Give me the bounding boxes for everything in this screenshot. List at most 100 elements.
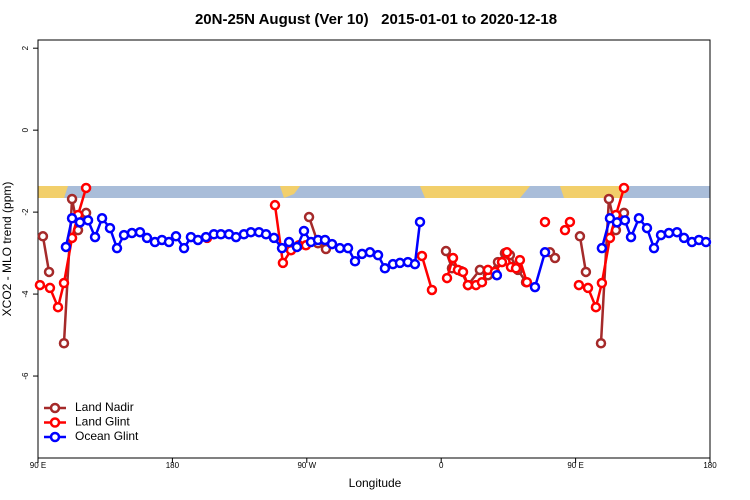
data-point — [298, 225, 310, 237]
data-point — [291, 241, 303, 253]
data-point — [58, 277, 70, 289]
legend-marker — [49, 417, 61, 428]
data-point — [663, 227, 675, 239]
data-point — [440, 245, 452, 257]
data-point — [573, 279, 585, 291]
data-point — [671, 226, 683, 238]
data-point — [260, 228, 272, 240]
data-point — [66, 193, 78, 205]
data-point — [215, 228, 227, 240]
data-point — [457, 266, 469, 278]
data-point — [82, 215, 94, 226]
data-point — [625, 231, 637, 243]
data-point — [111, 242, 123, 254]
legend-marker — [49, 402, 61, 414]
data-point — [564, 216, 576, 228]
data-point — [43, 266, 55, 278]
data-point — [349, 256, 361, 267]
data-point — [590, 301, 602, 313]
y-tick-label: 2 — [21, 45, 30, 50]
data-point — [245, 226, 257, 238]
map-strip — [38, 186, 710, 198]
data-point — [491, 269, 503, 281]
chart-title: 20N-25N August (Ver 10) 2015-01-01 to 20… — [195, 11, 557, 28]
data-point — [89, 231, 101, 243]
legend-label: Land Nadir — [75, 400, 134, 414]
y-tick-label: 0 — [21, 127, 30, 132]
data-point — [74, 217, 86, 228]
data-point — [700, 236, 712, 248]
data-point — [277, 257, 289, 269]
x-tick-label: 180 — [703, 461, 717, 470]
legend-marker — [49, 431, 61, 443]
data-point — [441, 272, 453, 284]
data-point — [60, 241, 72, 253]
legend-label: Ocean Glint — [75, 429, 139, 443]
data-point — [521, 276, 533, 288]
data-point — [44, 282, 56, 294]
data-point — [596, 242, 608, 254]
data-point — [633, 213, 645, 224]
data-point — [303, 211, 315, 223]
data-point — [66, 213, 78, 224]
data-point — [574, 231, 586, 242]
data-point — [447, 252, 459, 264]
data-point — [618, 182, 630, 194]
series-line — [64, 215, 707, 288]
data-point — [283, 236, 295, 248]
data-point — [496, 256, 508, 268]
data-point — [170, 231, 182, 242]
data-point — [334, 242, 346, 254]
x-tick-label: 90 W — [297, 461, 316, 470]
y-tick-label: -4 — [21, 290, 30, 298]
data-point — [604, 232, 616, 244]
data-point — [648, 242, 660, 254]
data-point — [80, 182, 92, 194]
data-point — [641, 222, 653, 234]
data-point — [379, 263, 391, 274]
data-point — [414, 216, 426, 228]
data-point — [134, 226, 146, 238]
x-tick-label: 0 — [439, 461, 444, 470]
data-point — [510, 263, 522, 274]
data-point — [580, 266, 592, 278]
data-point — [52, 301, 64, 313]
data-point — [514, 254, 526, 266]
data-point — [426, 284, 438, 296]
y-tick-label: -2 — [21, 208, 30, 216]
data-point — [37, 231, 49, 242]
data-point — [141, 232, 153, 244]
data-point — [559, 224, 571, 236]
data-point — [58, 338, 70, 349]
data-point — [34, 279, 46, 291]
y-axis-label: XCO2 - MLO trend (ppm) — [0, 182, 14, 317]
data-point — [539, 247, 551, 258]
data-point — [96, 213, 108, 224]
legend-label: Land Glint — [75, 415, 130, 429]
data-point — [126, 227, 138, 239]
plot-frame — [37, 39, 711, 459]
data-point — [178, 242, 190, 254]
data-point — [104, 222, 116, 234]
x-axis-label: Longitude — [349, 476, 402, 490]
data-point — [476, 276, 488, 288]
data-point — [364, 247, 376, 258]
data-point — [268, 232, 280, 244]
data-point — [326, 238, 338, 250]
y-tick-label: -6 — [21, 372, 30, 380]
data-point — [596, 277, 608, 289]
data-point — [276, 242, 288, 254]
data-point — [416, 250, 428, 262]
data-point — [603, 193, 615, 205]
data-point — [595, 338, 607, 349]
data-point — [372, 249, 384, 261]
data-point — [529, 281, 541, 293]
data-point — [269, 199, 281, 211]
data-point — [501, 247, 513, 258]
data-point — [549, 252, 561, 264]
data-point — [409, 258, 421, 270]
data-point — [474, 264, 486, 276]
x-tick-label: 90 E — [30, 461, 46, 470]
data-point — [539, 216, 551, 228]
